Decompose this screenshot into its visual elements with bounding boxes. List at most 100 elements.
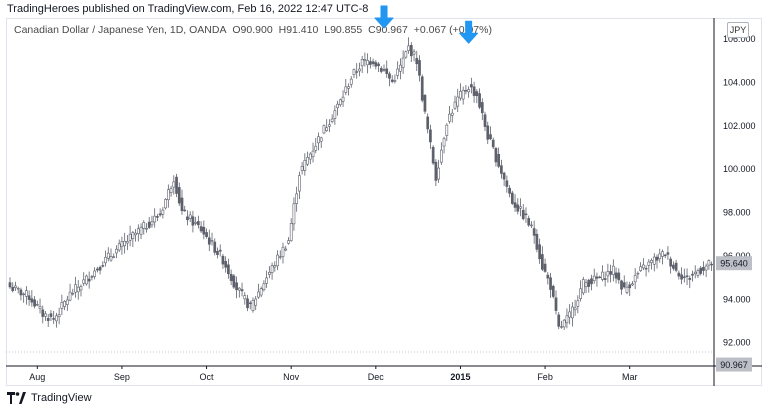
candle-body xyxy=(685,275,689,277)
candle-body xyxy=(49,313,53,317)
candle-body xyxy=(235,282,238,291)
candle-body xyxy=(216,250,219,255)
candle-body xyxy=(65,299,69,305)
candle-body xyxy=(663,254,667,257)
candle-body xyxy=(180,197,184,212)
candle-body xyxy=(68,291,72,301)
candle-body xyxy=(207,237,211,245)
candle-body xyxy=(579,288,582,299)
candle-body xyxy=(557,314,561,327)
candle-body xyxy=(442,138,446,147)
candle-body xyxy=(19,289,23,296)
candle-body xyxy=(60,302,64,309)
candle-body xyxy=(177,187,181,204)
candle-body xyxy=(603,278,607,280)
candle-body xyxy=(388,73,391,79)
candle-body xyxy=(281,246,285,257)
candle-body xyxy=(344,86,348,93)
candle-body xyxy=(669,258,673,267)
candle-body xyxy=(644,268,648,270)
candle-body xyxy=(483,114,487,127)
candle-body xyxy=(491,139,495,148)
candle-body xyxy=(374,62,378,67)
candle-body xyxy=(278,256,282,258)
candle-body xyxy=(262,283,266,291)
candle-body xyxy=(393,80,397,82)
candle-body xyxy=(704,265,708,271)
candle-body xyxy=(117,243,121,251)
candle-body xyxy=(652,256,656,265)
candle-body xyxy=(120,241,124,248)
candle-body xyxy=(390,79,394,82)
candle-body xyxy=(76,286,80,293)
y-tick-label: 104.000 xyxy=(723,77,756,87)
candle-body xyxy=(322,125,326,134)
candle-body xyxy=(303,160,307,171)
candle-body xyxy=(423,94,427,112)
candle-body xyxy=(486,125,490,140)
candle-body xyxy=(584,282,588,288)
candle-body xyxy=(396,68,400,76)
y-tick-label: 92.000 xyxy=(723,338,751,348)
candle-body xyxy=(96,268,99,271)
candle-body xyxy=(401,57,405,68)
candle-body xyxy=(183,209,187,212)
candle-body xyxy=(696,270,700,276)
candle-body xyxy=(14,285,17,288)
candle-body xyxy=(453,101,457,109)
candle-body xyxy=(317,136,320,144)
candle-body xyxy=(33,299,36,307)
candle-body xyxy=(532,228,536,236)
candle-body xyxy=(369,61,372,65)
candle-body xyxy=(349,78,353,85)
candle-body xyxy=(530,224,533,227)
candle-body xyxy=(319,137,323,142)
candle-body xyxy=(674,262,678,271)
candle-body xyxy=(63,301,66,307)
candle-body xyxy=(434,161,438,181)
candle-body xyxy=(287,240,290,244)
candle-body xyxy=(650,260,653,263)
candle-body xyxy=(306,157,309,165)
candle-body xyxy=(289,223,293,241)
candle-body xyxy=(478,93,481,108)
candle-body xyxy=(494,148,498,163)
candle-body xyxy=(672,264,675,269)
candle-body xyxy=(136,228,140,234)
candle-body xyxy=(366,60,369,66)
candle-body xyxy=(571,306,574,319)
candle-body xyxy=(347,86,350,89)
currency-tag[interactable]: JPY xyxy=(727,22,749,38)
candle-body xyxy=(592,275,596,282)
candle-body xyxy=(431,146,435,164)
candle-body xyxy=(677,272,681,277)
candle-body xyxy=(636,272,640,275)
candle-body xyxy=(197,221,200,226)
candle-body xyxy=(109,256,113,261)
candle-body xyxy=(622,282,626,288)
candle-body xyxy=(128,233,132,241)
candle-body xyxy=(661,251,664,257)
candle-body xyxy=(232,275,236,288)
candle-body xyxy=(35,304,39,306)
candle-body xyxy=(524,213,528,216)
candle-body xyxy=(450,112,454,116)
candle-body xyxy=(459,91,462,99)
candle-body xyxy=(521,209,525,220)
candle-body xyxy=(691,273,694,276)
candle-body xyxy=(601,271,604,280)
candle-body xyxy=(642,264,645,269)
candle-body xyxy=(71,292,75,295)
candle-body xyxy=(311,150,315,157)
ohlc-low: L90.855 xyxy=(324,24,363,36)
candle-body xyxy=(336,103,339,109)
candle-body xyxy=(284,248,288,251)
candle-body xyxy=(595,276,599,279)
candle-body xyxy=(472,86,476,96)
candle-body xyxy=(625,286,629,293)
candle-body xyxy=(540,254,544,270)
candle-body xyxy=(259,288,263,296)
candle-body xyxy=(298,175,301,192)
